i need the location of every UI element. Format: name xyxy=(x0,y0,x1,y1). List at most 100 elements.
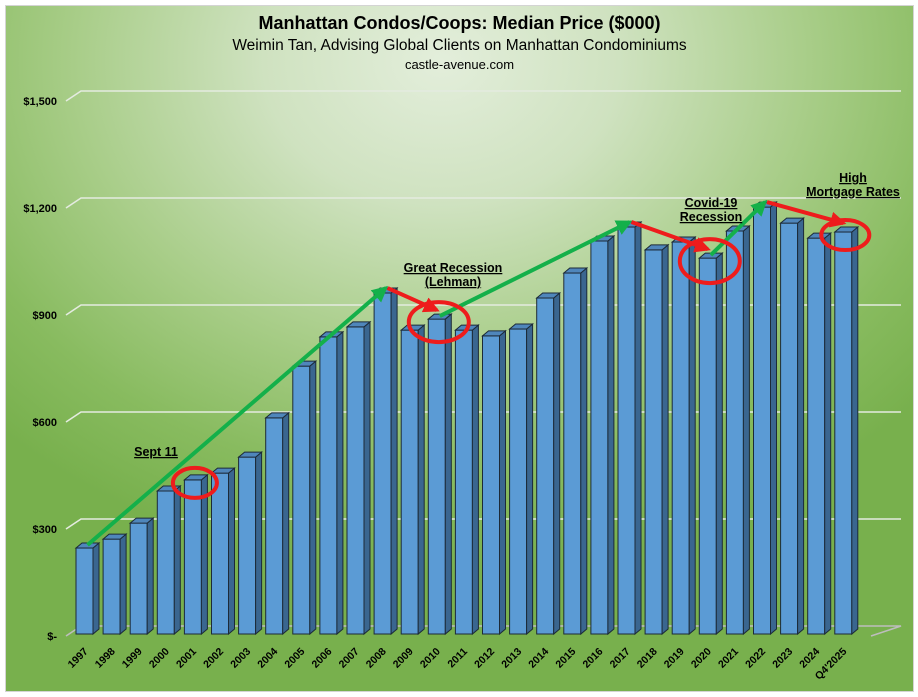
bar-side xyxy=(471,324,479,636)
bar-front xyxy=(346,326,365,635)
bar-top xyxy=(779,217,805,224)
bar-side xyxy=(390,286,398,636)
annotation-label: Sept 11 xyxy=(134,445,178,459)
bar-top xyxy=(535,292,562,299)
bar-top xyxy=(183,474,209,481)
bar-side xyxy=(553,291,561,636)
x-tick-label: 2002 xyxy=(201,646,226,671)
bar-side xyxy=(255,451,263,636)
bar-side xyxy=(336,330,344,636)
x-tick-label: 2004 xyxy=(255,646,280,671)
bar xyxy=(264,411,291,636)
bar-front xyxy=(183,479,202,635)
highlight-circle xyxy=(819,218,872,253)
down-trend-arrow xyxy=(766,200,847,228)
bar xyxy=(318,330,345,636)
bar-side xyxy=(580,266,588,636)
bar-top xyxy=(562,267,589,274)
bar-side xyxy=(309,360,317,636)
bar-front xyxy=(509,328,528,635)
x-tick-label: 2020 xyxy=(689,646,714,671)
x-tick-label: 2017 xyxy=(608,646,633,671)
annotation-label: Recession xyxy=(680,210,743,224)
y-tick-label: $900 xyxy=(33,310,57,322)
bar-top xyxy=(345,321,372,328)
annotations: Sept 11 Great Recession(Lehman) Covid-19Re… xyxy=(134,171,900,459)
bar-front xyxy=(211,472,229,635)
x-tick-label: 2019 xyxy=(662,646,687,671)
x-tick-label: 2008 xyxy=(364,646,389,671)
bar-front xyxy=(725,230,744,635)
bar-side xyxy=(797,217,805,636)
annotation-label: Mortgage Rates xyxy=(806,185,900,199)
trend-arrows xyxy=(86,199,847,547)
bar-side xyxy=(119,533,127,636)
highlight-circles xyxy=(170,218,872,500)
x-tick-label: 1999 xyxy=(120,646,145,671)
bar xyxy=(183,473,209,636)
bar-front xyxy=(807,237,826,635)
annotation-label: (Lehman) xyxy=(425,275,481,289)
down-trend-arrow xyxy=(386,286,440,313)
x-tick-label: 2016 xyxy=(581,646,606,671)
bar xyxy=(454,324,480,636)
bar xyxy=(291,360,318,636)
bar-side xyxy=(851,225,859,636)
bar-side xyxy=(92,541,100,636)
bar xyxy=(210,467,236,636)
x-tick-label: 2005 xyxy=(282,646,307,671)
gridline xyxy=(65,197,901,209)
bar-front xyxy=(753,206,771,635)
bar-side xyxy=(444,312,452,636)
bar xyxy=(345,320,372,636)
bar-side xyxy=(607,234,615,636)
bar xyxy=(508,322,534,636)
bar-front xyxy=(400,329,419,635)
x-tick-label: 2007 xyxy=(337,646,362,671)
bar-top xyxy=(264,412,291,419)
x-tick-label: 2014 xyxy=(526,646,551,671)
chart-source-site: castle-avenue.com xyxy=(404,57,515,72)
bar-side xyxy=(146,517,154,636)
y-tick-label: $1,200 xyxy=(23,203,57,215)
bar-top xyxy=(508,323,534,330)
x-tick-label: 2006 xyxy=(310,646,335,671)
highlight-circle xyxy=(170,465,219,500)
bars xyxy=(74,201,860,636)
x-tick-label: 1997 xyxy=(66,646,91,671)
bar-front xyxy=(780,222,799,635)
bar-front xyxy=(373,292,392,635)
bar xyxy=(101,533,128,636)
chart-title: Manhattan Condos/Coops: Median Price ($0… xyxy=(258,13,661,33)
y-axis: $- $300 $600 $900 $1,200 $1,500 xyxy=(23,96,57,643)
bar-front xyxy=(482,335,500,635)
bar-front xyxy=(698,257,717,635)
bar-front xyxy=(454,329,473,635)
bar-top xyxy=(643,244,670,251)
highlight-circle xyxy=(677,237,742,286)
bar xyxy=(562,266,589,636)
bar-top xyxy=(101,533,128,540)
bar xyxy=(752,201,778,636)
bar-front xyxy=(563,272,582,635)
x-tick-label: 2011 xyxy=(445,646,470,671)
bar-front xyxy=(292,365,311,635)
bar xyxy=(725,224,751,636)
bar xyxy=(237,451,263,636)
bar-top xyxy=(833,226,860,233)
x-tick-label: 2012 xyxy=(472,646,497,671)
bar-front xyxy=(834,231,853,635)
bar-top xyxy=(237,451,263,458)
bar-side xyxy=(770,201,777,636)
bar xyxy=(372,286,399,636)
down-trend-arrow xyxy=(630,220,711,253)
bar-front xyxy=(238,456,257,635)
annotation-label: High xyxy=(839,171,867,185)
bar-side xyxy=(499,329,506,636)
bar-side xyxy=(282,411,290,636)
x-tick-label: 2010 xyxy=(418,646,443,671)
x-axis: 1997 1998 1999 2000 2001 2002 2003 2004 2005 2006… xyxy=(66,646,850,683)
up-trend-arrow xyxy=(438,220,633,318)
bar xyxy=(74,541,101,636)
chart-subtitle: Weimin Tan, Advising Global Clients on M… xyxy=(232,37,687,54)
